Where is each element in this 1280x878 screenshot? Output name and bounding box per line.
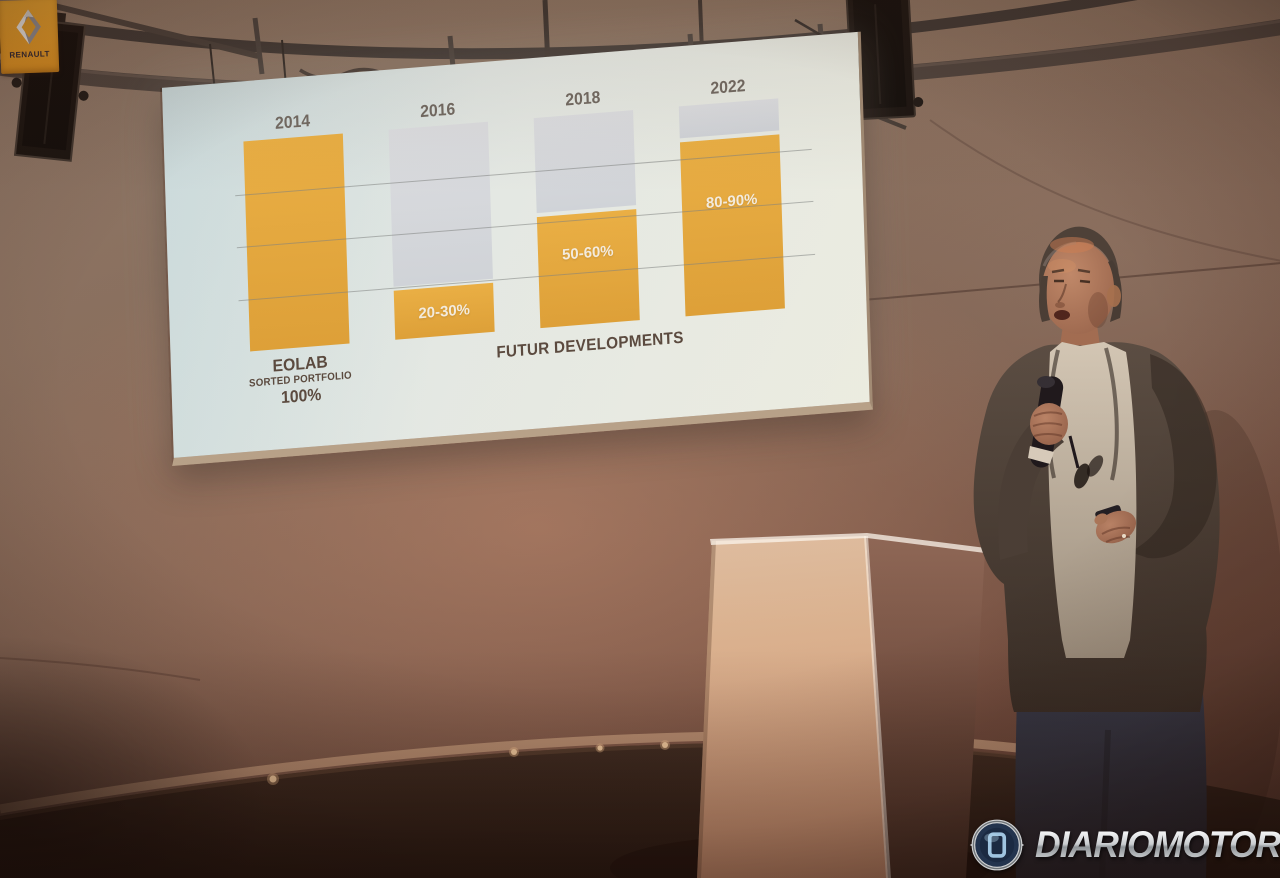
ear <box>1107 285 1121 307</box>
head <box>1039 226 1122 334</box>
diariomotor-logo-icon <box>969 819 1025 871</box>
mouth <box>1054 310 1070 320</box>
diariomotor-watermark: DIARIOMOTOR <box>968 816 1280 874</box>
diariomotor-text: DIARIOMOTOR <box>1035 824 1280 865</box>
